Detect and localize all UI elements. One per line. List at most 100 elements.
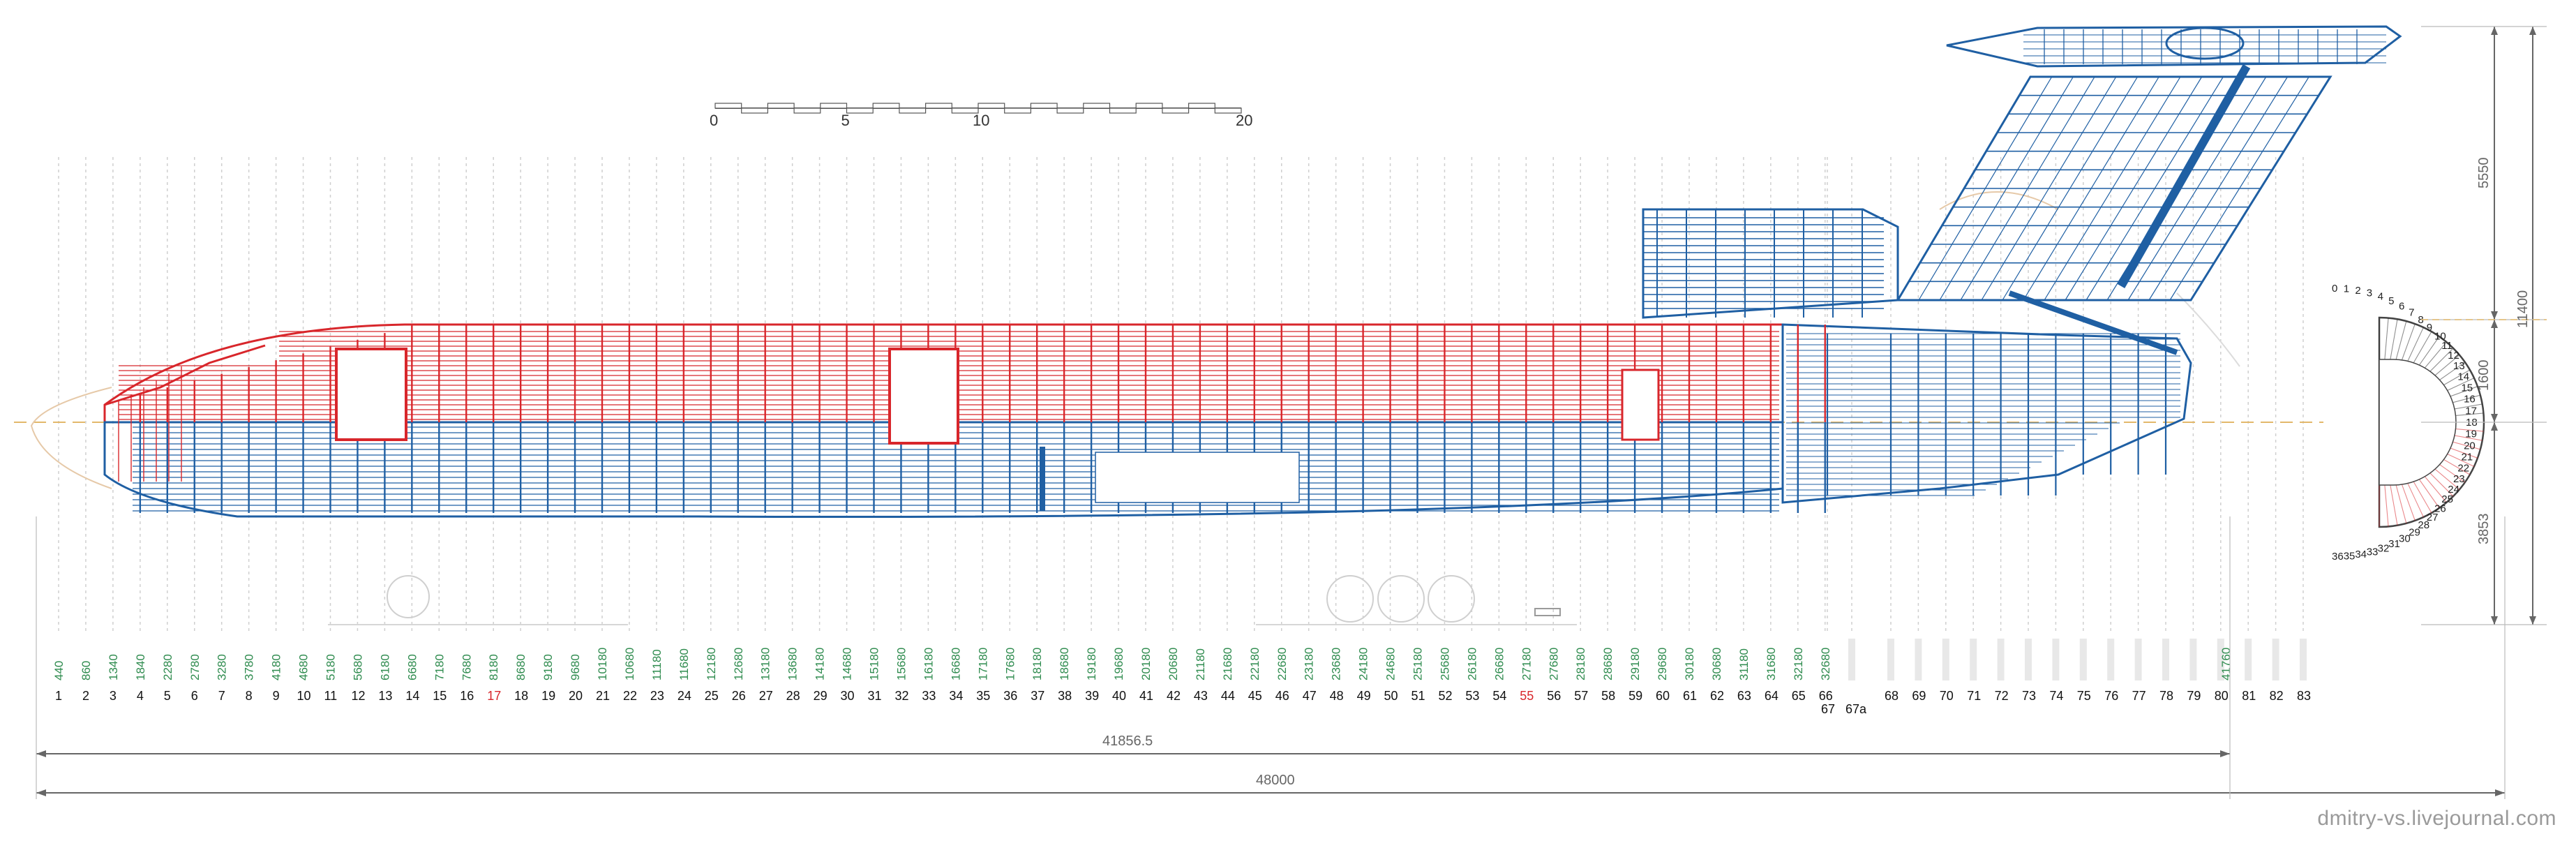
frame-number: 53	[1465, 689, 1479, 703]
scale-segment	[1004, 107, 1031, 114]
section-frame-label: 31	[2388, 538, 2400, 550]
frame-code: 8180	[487, 654, 500, 680]
section-frame-label: 10	[2434, 331, 2446, 343]
frame-code: 2780	[188, 654, 202, 680]
frame-code: 17680	[1003, 648, 1017, 680]
frame-number: 21	[596, 689, 610, 703]
frame-number: 47	[1303, 689, 1317, 703]
frame-code: 12680	[732, 648, 745, 680]
frame-code: 860	[80, 661, 93, 680]
fin-spar-line	[2002, 76, 2139, 301]
frame-number: 69	[1912, 689, 1926, 703]
fin-spar-line	[2127, 76, 2267, 301]
section-frame-label: 27	[2427, 512, 2439, 523]
frame-number: 64	[1765, 689, 1779, 703]
frame-number: 82	[2270, 689, 2284, 703]
frame-code: 30680	[1710, 648, 1723, 680]
section-frame-label: 21	[2461, 452, 2473, 463]
frame-code: 20680	[1167, 648, 1180, 680]
frame-number: 37	[1031, 689, 1044, 703]
frame-number: 80	[2215, 689, 2229, 703]
frame-code: 3280	[216, 654, 229, 680]
frame-code: 10180	[596, 648, 609, 680]
frame-number: 57	[1574, 689, 1588, 703]
frame-number: 51	[1411, 689, 1425, 703]
frame-number: 58	[1601, 689, 1615, 703]
frame-code: 6680	[405, 654, 419, 680]
horizontal-stabilizer	[1946, 25, 2402, 68]
frame-number: 7	[218, 689, 225, 703]
frame-code: 13180	[759, 648, 772, 680]
scale-segment	[767, 103, 795, 109]
frame-code: 23680	[1330, 648, 1343, 680]
frame-code: 29680	[1656, 648, 1669, 680]
frame-number: 23	[650, 689, 664, 703]
scale-label: 0	[710, 112, 718, 129]
section-frame-label: 17	[2465, 405, 2477, 417]
scale-segment	[846, 107, 874, 114]
frame-code: 4180	[270, 654, 283, 680]
frame-number: 13	[378, 689, 392, 703]
scale-segment	[1109, 107, 1137, 114]
frame-code: 20180	[1139, 648, 1153, 680]
frame-code: 7680	[460, 654, 473, 680]
frame-number: 62	[1710, 689, 1724, 703]
frame-code: 1340	[107, 654, 120, 680]
section-frame-label: 13	[2453, 360, 2465, 372]
frame-number: 41	[1139, 689, 1153, 703]
frame-code: 26680	[1492, 648, 1506, 680]
dim-height-total: 11400	[2515, 290, 2531, 328]
frame-number: 46	[1275, 689, 1289, 703]
frame-number: 44	[1221, 689, 1235, 703]
frame-number: 39	[1085, 689, 1099, 703]
frame-number: 34	[949, 689, 963, 703]
frame-number: 52	[1438, 689, 1452, 703]
dim-height-mid: 1600	[2476, 360, 2492, 392]
service-door	[888, 348, 959, 445]
frame-code-faded	[2107, 639, 2115, 680]
cargo-hatch	[1095, 452, 1300, 503]
landing-gear-outlines	[328, 575, 1577, 625]
fin-spar-line	[2190, 76, 2331, 301]
engine-outline	[1939, 191, 2059, 210]
section-frame-label: 24	[2448, 484, 2459, 496]
frame-code: 10680	[623, 648, 636, 680]
section-frame-label: 4	[2378, 291, 2383, 303]
main-gear-wheel	[1377, 575, 1425, 623]
frame-code: 18180	[1031, 648, 1044, 680]
fin-spar-line	[2169, 76, 2309, 301]
scale-segment	[820, 103, 848, 109]
scale-segment	[793, 107, 821, 114]
nose-outline	[30, 387, 112, 489]
frame-number: 43	[1194, 689, 1208, 703]
frame-number: 72	[1995, 689, 2009, 703]
section-frame-label: 2	[2355, 285, 2360, 297]
section-outline	[2378, 316, 2485, 528]
fin-spar-line	[1981, 76, 2117, 301]
frame-number: 12	[351, 689, 365, 703]
section-frame-label: 22	[2457, 463, 2469, 475]
frame-code: 24680	[1384, 648, 1398, 680]
scale-bar: 0 5 10 20	[710, 103, 1252, 129]
frame-number: 71	[1967, 689, 1981, 703]
frame-labels: 440 860 1340 1840 2280 2780 3280 3780 4180 4680 51…	[52, 639, 2311, 716]
dim-fuselage-length: 41856.5	[1102, 734, 1153, 749]
frame-code-faded	[1997, 639, 2005, 680]
cockpit-canopy	[104, 344, 266, 406]
frame-code-faded	[2300, 639, 2307, 680]
frame-number: 31	[868, 689, 882, 703]
frame-number: 8	[246, 689, 253, 703]
section-frame-label: 32	[2378, 542, 2390, 554]
frame-code-faded	[2025, 639, 2032, 680]
frame-number: 28	[786, 689, 800, 703]
section-frame-label: 33	[2367, 546, 2379, 558]
frame-number: 49	[1357, 689, 1371, 703]
section-frame-label: 28	[2418, 519, 2429, 531]
frame-number: 1	[55, 689, 62, 703]
frame-number: 29	[814, 689, 828, 703]
scale-segment	[1188, 103, 1215, 109]
frame-code: 11180	[650, 649, 664, 680]
frame-number: 68	[1885, 689, 1899, 703]
